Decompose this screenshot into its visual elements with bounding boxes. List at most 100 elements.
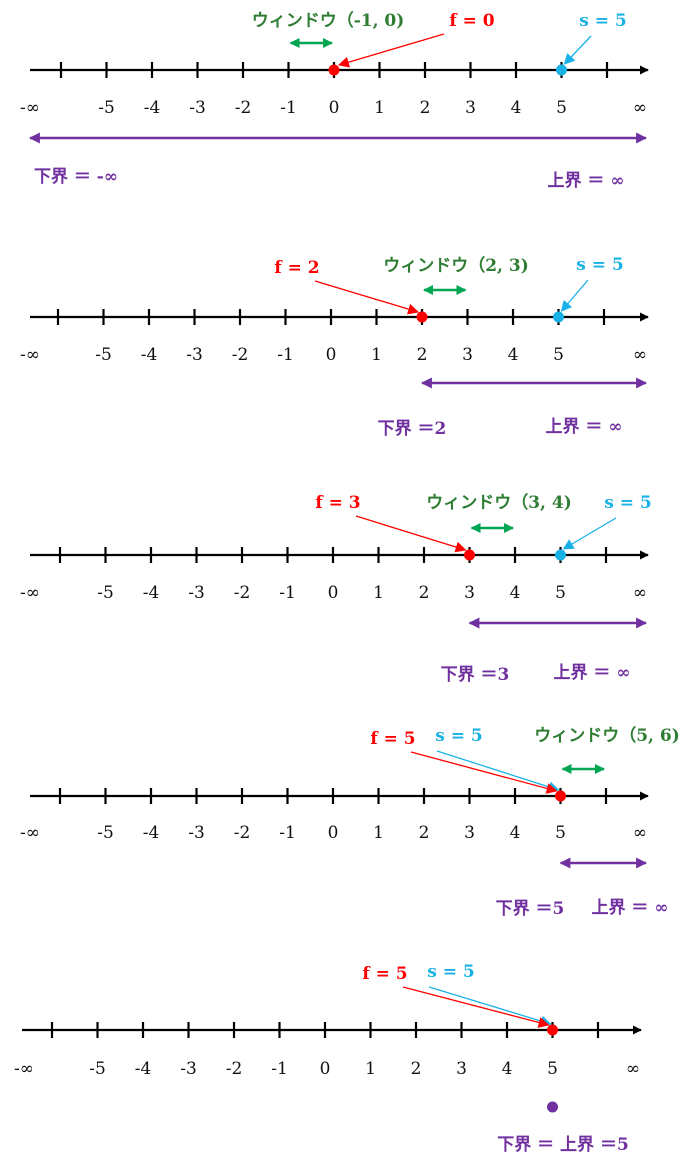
tick-label: 4 (508, 345, 519, 365)
bound-point (547, 1101, 558, 1113)
tick-label: -4 (135, 1059, 152, 1079)
f-point (555, 790, 566, 802)
tick-label: -2 (226, 1059, 243, 1079)
upper-bound-label: 上界 ＝ ∞ (546, 417, 623, 437)
s-pointer-arrow (560, 279, 589, 312)
tick-label: -2 (234, 823, 251, 843)
tick-label: 5 (553, 345, 564, 365)
tick-label: 2 (419, 583, 430, 603)
s-label: s = 5 (576, 255, 623, 275)
tick-label: 1 (373, 823, 384, 843)
f-pointer-arrow (402, 986, 550, 1028)
tick-label: -3 (186, 345, 203, 365)
tick-label: ∞ (633, 345, 647, 365)
lower-bound-label: 下界 ＝3 (441, 665, 510, 685)
tick-label: -∞ (20, 98, 40, 118)
tick-label: -4 (143, 583, 160, 603)
tick-label: -1 (271, 1059, 288, 1079)
tick-label: 3 (456, 1059, 467, 1079)
tick-label: -2 (232, 345, 249, 365)
lower-bound-label: 下界 ＝2 (378, 419, 447, 439)
f-point (464, 549, 475, 561)
tick-label: 5 (556, 98, 567, 118)
f-label: f = 0 (449, 11, 494, 31)
tick-label: ∞ (633, 823, 647, 843)
tick-label: -∞ (20, 583, 40, 603)
tick-label: 5 (555, 583, 566, 603)
tick-label: 2 (411, 1059, 422, 1079)
tick-label: 1 (374, 98, 385, 118)
s-pointer-arrow (428, 986, 552, 1027)
window-label: ウィンドウ（-1, 0) (252, 10, 405, 31)
f-label: f = 5 (370, 729, 415, 749)
upper-bound-label: 上界 ＝ ∞ (554, 663, 631, 683)
f-pointer-arrow (410, 751, 558, 794)
f-point (547, 1024, 558, 1036)
s-point (556, 64, 567, 76)
tick-label: -2 (234, 583, 251, 603)
tick-label: ∞ (633, 98, 647, 118)
tick-label: -4 (143, 823, 160, 843)
lower-bound-label: 下界 ＝ -∞ (34, 167, 118, 187)
f-label: f = 5 (362, 964, 407, 984)
tick-label: 1 (373, 583, 384, 603)
tick-label: 2 (420, 98, 431, 118)
f-point (416, 311, 428, 323)
number-line-panel: -∞ -5 -4 -3 -2 -1 0 1 2 3 4 5 ∞ ウィンドウ（5, 6) 下界 ＝5 上界 ＝ … (20, 725, 680, 919)
tick-label: -1 (280, 98, 297, 118)
tick-label: 3 (464, 823, 475, 843)
tick-label: 2 (417, 345, 428, 365)
tick-label: -3 (189, 98, 206, 118)
tick-label: -2 (235, 98, 252, 118)
s-pointer-arrow (436, 750, 560, 793)
number-line-panel: -∞ -5 -4 -3 -2 -1 0 1 2 3 4 5 ∞ 下界 ＝ 上界 ＝5 s = 5 f = 5 (14, 962, 642, 1155)
tick-label: 4 (511, 98, 522, 118)
tick-label: -4 (141, 345, 158, 365)
tick-label: ∞ (626, 1059, 640, 1079)
s-pointer-arrow (562, 517, 617, 550)
s-point (555, 549, 566, 561)
number-line-panel: -∞ -5 -4 -3 -2 -1 0 1 2 3 4 5 ∞ ウィンドウ（3, 4) 下界 ＝3 上界 ＝ … (20, 492, 652, 685)
tick-label: -3 (188, 823, 205, 843)
tick-label: 3 (462, 345, 473, 365)
tick-label: 0 (328, 823, 339, 843)
tick-label: -1 (277, 345, 294, 365)
tick-label: 1 (371, 345, 382, 365)
tick-label: -1 (279, 823, 296, 843)
tick-label: -3 (188, 583, 205, 603)
s-label: s = 5 (604, 493, 651, 513)
tick-label: 3 (465, 98, 476, 118)
lower-bound-label: 下界 ＝5 (496, 899, 565, 919)
s-label: s = 5 (435, 726, 482, 746)
tick-label: 4 (510, 583, 521, 603)
f-point (328, 64, 340, 76)
s-pointer-arrow (563, 35, 592, 65)
number-line-panel: -∞ -5 -4 -3 -2 -1 0 1 2 3 4 5 ∞ ウィンドウ（-1, 0) 下界 ＝ -∞ 上界… (20, 10, 649, 191)
tick-label: 4 (510, 823, 521, 843)
tick-label: -5 (97, 583, 114, 603)
f-label: f = 2 (274, 258, 319, 278)
upper-bound-label: 上界 ＝ ∞ (548, 171, 625, 191)
tick-label: 0 (326, 345, 337, 365)
tick-label: -5 (89, 1059, 106, 1079)
combined-bound-label: 下界 ＝ 上界 ＝5 (497, 1135, 629, 1155)
tick-label: 0 (320, 1059, 331, 1079)
f-pointer-arrow (337, 33, 445, 68)
window-label: ウィンドウ（5, 6) (534, 725, 680, 746)
window-label: ウィンドウ（3, 4) (426, 492, 572, 513)
tick-label: -∞ (14, 1059, 34, 1079)
tick-label: 5 (547, 1059, 558, 1079)
s-label: s = 5 (427, 962, 474, 982)
tick-label: -1 (279, 583, 296, 603)
f-pointer-arrow (314, 280, 420, 315)
tick-label: 3 (464, 583, 475, 603)
f-pointer-arrow (355, 515, 467, 553)
number-line-panel: -∞ -5 -4 -3 -2 -1 0 1 2 3 4 5 ∞ ウィンドウ（2, 3) 下界 ＝2 上界 ＝ … (20, 255, 649, 439)
tick-label: -4 (144, 98, 161, 118)
upper-bound-label: 上界 ＝ ∞ (592, 898, 669, 918)
tick-label: -5 (97, 823, 114, 843)
tick-label: -5 (95, 345, 112, 365)
s-point (553, 311, 564, 323)
tick-label: 2 (419, 823, 430, 843)
